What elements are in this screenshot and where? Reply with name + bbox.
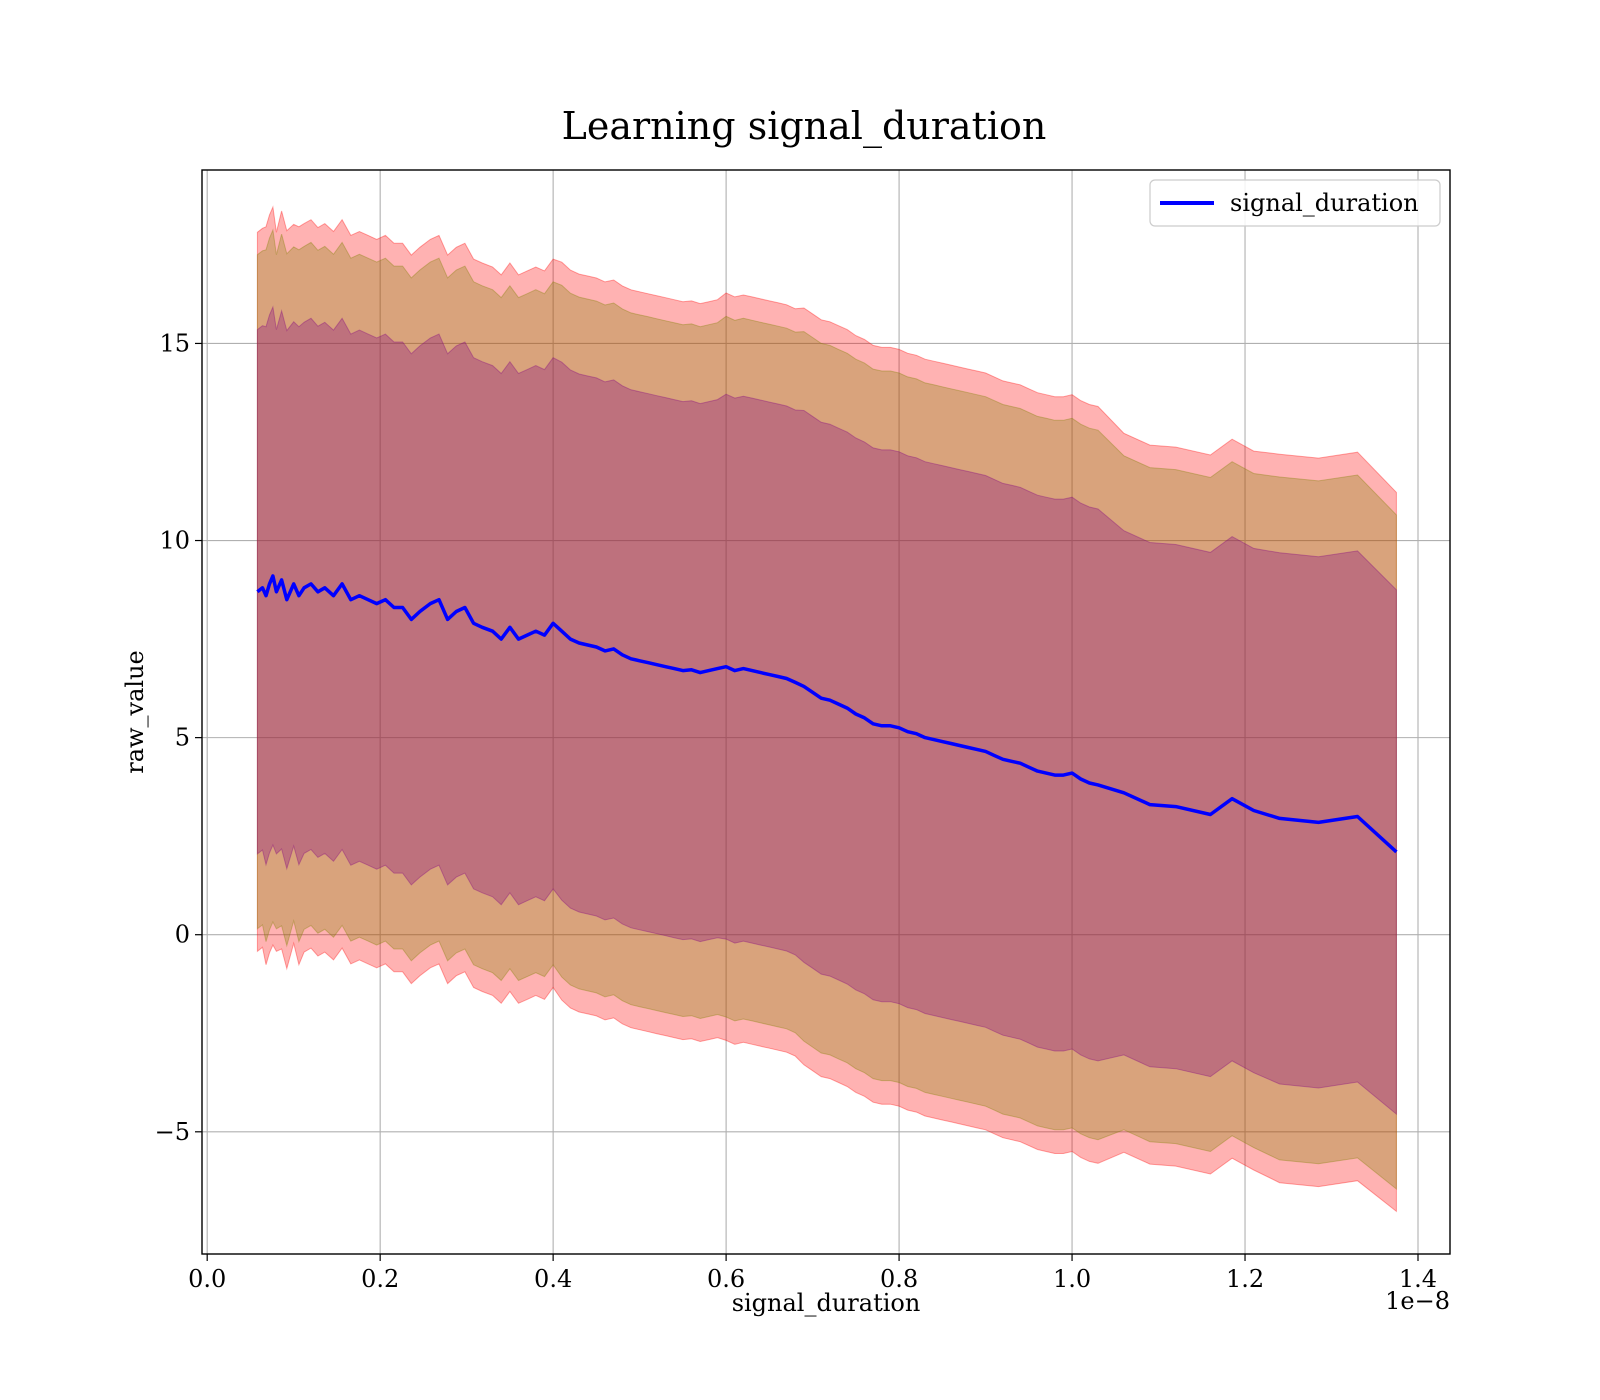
legend-label: signal_duration <box>1230 189 1419 217</box>
y-tick-label: 0 <box>175 921 190 949</box>
grid <box>202 170 1450 1254</box>
y-tick-label: 10 <box>159 527 190 555</box>
legend: signal_duration <box>1149 179 1441 227</box>
x-tick-label: 0.0 <box>188 1265 226 1293</box>
series-line-signal-duration <box>256 574 1398 854</box>
y-tick-label: 15 <box>159 329 190 357</box>
plot-frame <box>201 169 1451 1255</box>
confidence-bands <box>256 205 1397 1213</box>
y-axis-ticks: −5 0 5 10 15 <box>155 329 202 1146</box>
band-1 <box>256 228 1397 1191</box>
x-axis-offset-text: 1e−8 <box>1385 1287 1450 1315</box>
x-tick-label: 1.4 <box>1399 1265 1437 1293</box>
band-2 <box>256 305 1397 1116</box>
x-tick-label: 0.8 <box>880 1265 918 1293</box>
x-tick-label: 1.2 <box>1226 1265 1264 1293</box>
x-tick-label: 0.4 <box>534 1265 572 1293</box>
x-axis-ticks: 0.0 0.2 0.4 0.6 0.8 1.0 1.2 1.4 <box>188 1254 1437 1293</box>
y-tick-label: −5 <box>155 1118 190 1146</box>
chart-title: Learning signal_duration <box>562 104 1047 149</box>
x-tick-label: 0.2 <box>361 1265 399 1293</box>
y-tick-label: 5 <box>175 724 190 752</box>
series-lines <box>256 574 1398 854</box>
legend-box <box>1149 179 1441 227</box>
x-tick-label: 0.6 <box>707 1265 745 1293</box>
band-0 <box>256 205 1397 1213</box>
y-axis-label: raw_value <box>121 650 149 774</box>
x-axis-label: signal_duration <box>732 1289 921 1317</box>
x-tick-label: 1.0 <box>1053 1265 1091 1293</box>
